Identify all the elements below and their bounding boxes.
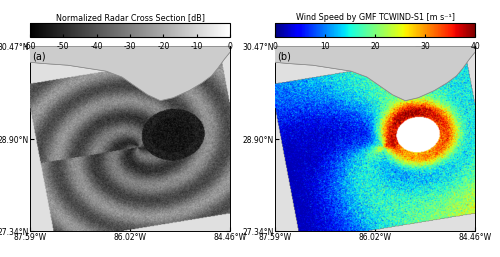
Polygon shape	[30, 46, 230, 101]
Title: Wind Speed by GMF TCWIND-S1 [m s⁻¹]: Wind Speed by GMF TCWIND-S1 [m s⁻¹]	[296, 13, 454, 22]
Polygon shape	[30, 46, 230, 101]
Polygon shape	[275, 46, 475, 101]
Text: (b): (b)	[278, 52, 291, 62]
Polygon shape	[275, 46, 475, 101]
Title: Normalized Radar Cross Section [dB]: Normalized Radar Cross Section [dB]	[56, 13, 204, 22]
Text: (a): (a)	[32, 52, 46, 62]
